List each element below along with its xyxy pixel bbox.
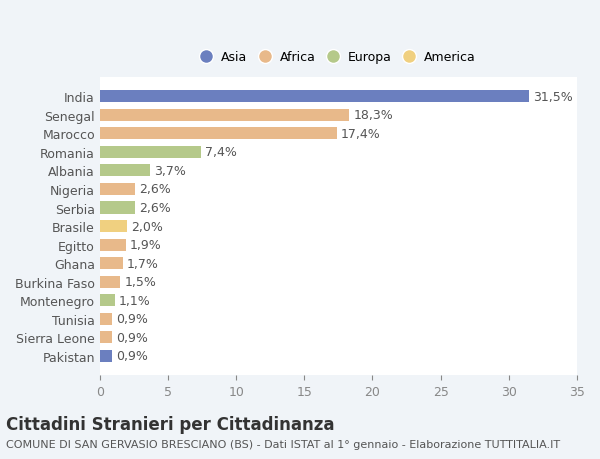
Bar: [100, 128, 337, 140]
Bar: [100, 202, 135, 214]
Text: 0,9%: 0,9%: [116, 349, 148, 363]
Bar: [100, 110, 349, 122]
Bar: [100, 331, 112, 343]
Text: 1,5%: 1,5%: [124, 275, 156, 288]
Text: 2,6%: 2,6%: [139, 183, 171, 196]
Text: 17,4%: 17,4%: [341, 128, 381, 140]
Legend: Asia, Africa, Europa, America: Asia, Africa, Europa, America: [194, 45, 482, 71]
Text: 1,9%: 1,9%: [130, 239, 161, 252]
Bar: [100, 295, 115, 307]
Text: 0,9%: 0,9%: [116, 313, 148, 325]
Bar: [100, 239, 125, 251]
Bar: [100, 91, 529, 103]
Bar: [100, 184, 135, 196]
Bar: [100, 146, 200, 159]
Text: 7,4%: 7,4%: [205, 146, 236, 159]
Text: 1,1%: 1,1%: [119, 294, 151, 307]
Bar: [100, 220, 127, 233]
Bar: [100, 276, 120, 288]
Text: 3,7%: 3,7%: [154, 165, 186, 178]
Bar: [100, 313, 112, 325]
Text: 18,3%: 18,3%: [353, 109, 393, 122]
Text: 1,7%: 1,7%: [127, 257, 159, 270]
Text: 0,9%: 0,9%: [116, 331, 148, 344]
Text: Cittadini Stranieri per Cittadinanza: Cittadini Stranieri per Cittadinanza: [6, 415, 335, 433]
Text: 2,6%: 2,6%: [139, 202, 171, 214]
Text: COMUNE DI SAN GERVASIO BRESCIANO (BS) - Dati ISTAT al 1° gennaio - Elaborazione : COMUNE DI SAN GERVASIO BRESCIANO (BS) - …: [6, 440, 560, 449]
Bar: [100, 257, 123, 269]
Bar: [100, 350, 112, 362]
Text: 31,5%: 31,5%: [533, 91, 573, 104]
Text: 2,0%: 2,0%: [131, 220, 163, 233]
Bar: [100, 165, 150, 177]
